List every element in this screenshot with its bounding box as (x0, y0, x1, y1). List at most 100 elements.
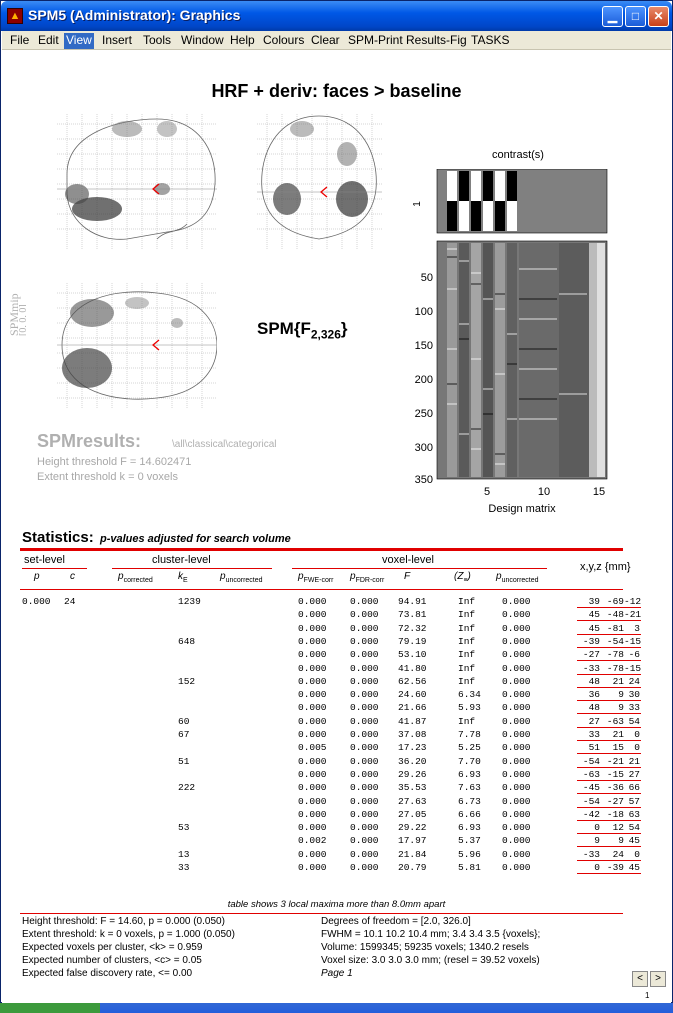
table-cell-ke: 67 (178, 729, 190, 740)
spmmip-label: SPMmip [0, 0, 0] (7, 293, 26, 336)
figure-canvas: HRF + deriv: faces > baseline (2, 51, 671, 1003)
design-yticks: 50 100 150 200 250 300 350 (415, 272, 433, 486)
glass-brain-axial[interactable] (57, 283, 217, 443)
minimize-button[interactable]: ▁ (602, 6, 623, 27)
table-cell-fwe: 0.000 (298, 862, 327, 873)
xyz-underline (577, 700, 641, 702)
table-row[interactable]: 0.000 0.000 41.80 Inf 0.000 -33 -78 -15 (2, 663, 671, 676)
col-pcorrected: pcorrected (118, 571, 153, 584)
menu-tools[interactable]: Tools (143, 33, 172, 47)
table-cell-f: 62.56 (398, 675, 427, 687)
menu-spm-print[interactable]: SPM-Print (348, 33, 403, 47)
table-cell-fdr: 0.000 (350, 835, 379, 847)
menu-tasks[interactable]: TASKS (471, 33, 510, 47)
table-cell-z: 5.81 (458, 862, 481, 873)
footer-left-3: Expected number of clusters, <c> = 0.05 (22, 955, 202, 966)
table-row[interactable]: 13 0.000 0.000 21.84 5.96 0.000 -33 24 0 (2, 849, 671, 862)
table-cell-x: -54 (582, 795, 600, 807)
menu-file[interactable]: File (10, 33, 30, 47)
table-cell-ke: 33 (178, 862, 190, 873)
table-cell-fdr: 0.000 (350, 795, 379, 807)
table-row[interactable]: 51 0.000 0.000 36.20 7.70 0.000 -54 -21 21 (2, 756, 671, 769)
table-cell-fdr: 0.000 (350, 808, 379, 820)
xyz-underline (577, 633, 641, 635)
close-button[interactable]: ✕ (648, 6, 669, 27)
table-cell-zz: 66 (628, 782, 640, 794)
menu-edit[interactable]: Edit (38, 33, 59, 47)
start-button[interactable] (0, 1003, 100, 1013)
maximize-button[interactable]: □ (625, 6, 646, 27)
design-matrix-panel[interactable]: 1 (407, 169, 617, 519)
table-cell-f: 27.05 (398, 808, 427, 820)
next-page-button[interactable]: > (650, 971, 666, 987)
table-row[interactable]: 0.000 0.000 27.63 6.73 0.000 -54 -27 57 (2, 796, 671, 809)
xyz-underline (577, 819, 641, 821)
table-cell-fwe: 0.000 (298, 649, 327, 661)
taskbar[interactable] (0, 1003, 673, 1013)
table-cell-fwe: 0.000 (298, 609, 327, 621)
table-cell-zz: 27 (628, 768, 640, 780)
menu-insert[interactable]: Insert (102, 33, 133, 47)
table-cell-z: 7.63 (458, 782, 481, 794)
table-cell-x: 45 (588, 609, 600, 621)
spmresults-path: \all\classical\categorical (172, 439, 277, 450)
table-row[interactable]: 67 0.000 0.000 37.08 7.78 0.000 33 21 0 (2, 729, 671, 742)
table-row[interactable]: 33 0.000 0.000 20.79 5.81 0.000 0 -39 45 (2, 862, 671, 875)
table-cell-pu: 0.000 (502, 675, 531, 687)
table-cell-zz: -6 (628, 649, 640, 661)
table-cell-x: -45 (582, 782, 600, 794)
menu-clear[interactable]: Clear (311, 33, 340, 47)
table-cell-fdr: 0.000 (350, 609, 379, 621)
table-row[interactable]: 0.000 0.000 53.10 Inf 0.000 -27 -78 -6 (2, 649, 671, 662)
menu-colours[interactable]: Colours (263, 33, 305, 47)
previous-page-button[interactable]: < (632, 971, 648, 987)
table-cell-zz: 33 (628, 702, 640, 714)
table-cell-x: 0 (594, 822, 600, 834)
table-cell-y: -18 (606, 808, 624, 820)
col-ke: kE (178, 571, 188, 584)
table-cell-fwe: 0.000 (298, 662, 327, 674)
menu-results-fig[interactable]: Results-Fig (406, 33, 467, 47)
glass-brain-coronal[interactable] (257, 114, 382, 249)
table-row[interactable]: 0.000 0.000 29.26 6.93 0.000 -63 -15 27 (2, 769, 671, 782)
table-row[interactable]: 53 0.000 0.000 29.22 6.93 0.000 0 12 54 (2, 822, 671, 835)
table-row[interactable]: 0.000 24 1239 0.000 0.000 94.91 Inf 0.000 39 -69-… (2, 596, 671, 609)
xyz-underline (577, 686, 641, 688)
table-row[interactable]: 0.002 0.000 17.97 5.37 0.000 9 9 45 (2, 835, 671, 848)
table-cell-f: 21.66 (398, 702, 427, 714)
table-cell-fwe: 0.000 (298, 675, 327, 687)
table-cell-zz: 63 (628, 808, 640, 820)
glass-brain-sagittal[interactable] (57, 114, 217, 249)
menu-window[interactable]: Window (181, 33, 224, 47)
menu-view[interactable]: View (64, 33, 94, 49)
table-row[interactable]: 0.000 0.000 21.66 5.93 0.000 48 9 33 (2, 702, 671, 715)
xyz-underline (577, 673, 641, 675)
table-row[interactable]: 60 0.000 0.000 41.87 Inf 0.000 27 -63 54 (2, 716, 671, 729)
contrast-label: contrast(s) (492, 149, 544, 161)
menu-help[interactable]: Help (230, 33, 255, 47)
table-cell-pu: 0.000 (502, 596, 531, 607)
table-row[interactable]: 152 0.000 0.000 62.56 Inf 0.000 48 21 24 (2, 676, 671, 689)
table-cell-z: 5.25 (458, 742, 481, 754)
table-row[interactable]: 0.000 0.000 27.05 6.66 0.000 -42 -18 63 (2, 809, 671, 822)
table-row[interactable]: 0.000 0.000 24.60 6.34 0.000 36 9 30 (2, 689, 671, 702)
table-row[interactable]: 0.005 0.000 17.23 5.25 0.000 51 15 0 (2, 742, 671, 755)
title-bar[interactable]: ▲ SPM5 (Administrator): Graphics ▁ □ ✕ (1, 1, 672, 31)
table-cell-fdr: 0.000 (350, 675, 379, 687)
table-cell-pu: 0.000 (502, 835, 531, 847)
table-cell-fwe: 0.000 (298, 729, 327, 740)
table-cell-f: 36.20 (398, 755, 427, 767)
table-row[interactable]: 0.000 0.000 72.32 Inf 0.000 45 -81 3 (2, 623, 671, 636)
table-cell-fdr: 0.000 (350, 689, 379, 701)
table-cell-y: 15 (612, 742, 624, 754)
table-cell-fwe: 0.000 (298, 622, 327, 634)
xyz-underline (577, 779, 641, 781)
table-row[interactable]: 648 0.000 0.000 79.19 Inf 0.000 -39 -54 -15 (2, 636, 671, 649)
set-level-header: set-level (24, 554, 65, 566)
table-cell-ke: 53 (178, 822, 190, 834)
table-row[interactable]: 222 0.000 0.000 35.53 7.63 0.000 -45 -36 66 (2, 782, 671, 795)
col-z: (Z≡) (454, 571, 471, 584)
table-row[interactable]: 0.000 0.000 73.81 Inf 0.000 45 -48 -21 (2, 609, 671, 622)
table-cell-f: 79.19 (398, 635, 427, 647)
table-cell-f: 41.87 (398, 715, 427, 727)
